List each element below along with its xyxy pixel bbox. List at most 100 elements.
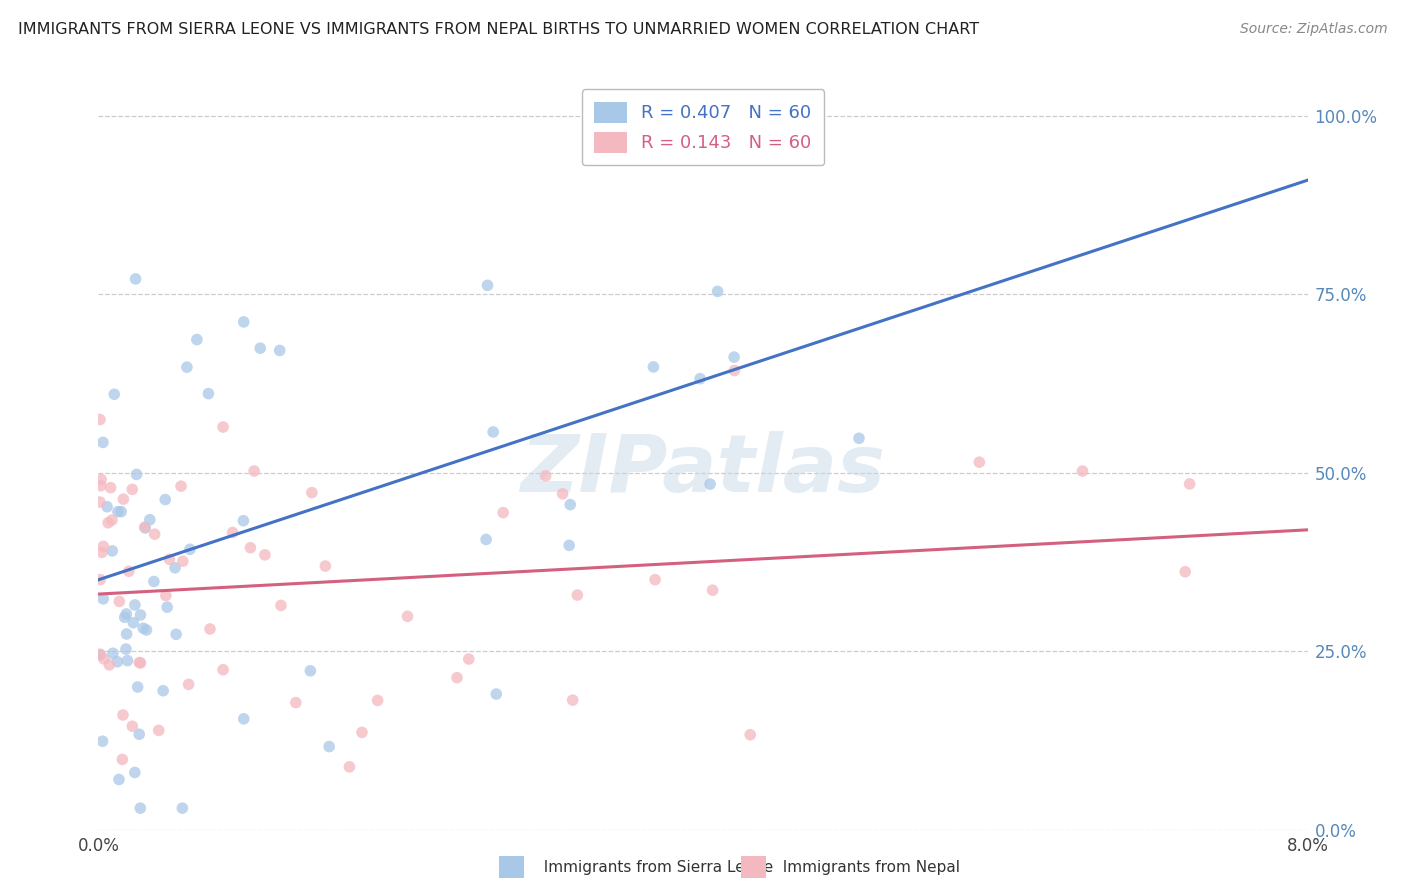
Point — [115, 607, 138, 621]
Point — [97, 516, 120, 530]
Point — [129, 656, 152, 670]
Point — [551, 487, 574, 501]
Point — [740, 728, 762, 742]
Point — [159, 552, 181, 566]
Point — [643, 359, 665, 374]
Point — [367, 693, 389, 707]
Point — [969, 455, 991, 469]
Point — [93, 540, 115, 554]
Point — [108, 772, 131, 787]
Point — [129, 801, 152, 815]
Point — [128, 656, 150, 670]
Point — [172, 554, 194, 568]
Point — [170, 479, 193, 493]
Point — [485, 687, 508, 701]
Point — [100, 481, 122, 495]
Point — [121, 719, 143, 733]
Point — [558, 538, 581, 552]
Point — [269, 343, 291, 358]
Point — [482, 425, 505, 439]
Point — [706, 285, 728, 299]
Point — [101, 513, 124, 527]
Point — [139, 513, 162, 527]
Point — [186, 333, 208, 347]
Point — [198, 622, 221, 636]
Point — [111, 708, 134, 723]
Text: Immigrants from Nepal: Immigrants from Nepal — [773, 860, 960, 874]
Point — [1174, 565, 1197, 579]
Point — [98, 657, 121, 672]
Point — [124, 272, 146, 286]
Point — [115, 642, 138, 657]
Point — [89, 573, 111, 587]
Point — [314, 559, 336, 574]
Point — [96, 500, 118, 514]
Point — [89, 648, 111, 662]
Point — [848, 431, 870, 445]
Point — [253, 548, 276, 562]
Point — [172, 801, 194, 815]
Point — [165, 561, 187, 575]
Point — [111, 752, 134, 766]
Point — [165, 627, 187, 641]
Point — [232, 514, 254, 528]
Point — [1071, 464, 1094, 478]
Point — [129, 607, 152, 622]
Text: Source: ZipAtlas.com: Source: ZipAtlas.com — [1240, 22, 1388, 37]
Point — [301, 485, 323, 500]
Point — [89, 647, 111, 661]
Point — [176, 360, 198, 375]
Point — [90, 545, 112, 559]
Point — [124, 598, 146, 612]
Point — [101, 646, 124, 660]
Point — [103, 387, 125, 401]
Point — [128, 727, 150, 741]
Point — [91, 734, 114, 748]
Point — [114, 610, 136, 624]
Point — [561, 693, 583, 707]
Point — [132, 621, 155, 635]
Point — [101, 544, 124, 558]
Point — [350, 725, 373, 739]
Point — [156, 600, 179, 615]
Point — [446, 671, 468, 685]
Point — [124, 765, 146, 780]
Point — [89, 412, 111, 426]
Point — [212, 420, 235, 434]
Text: IMMIGRANTS FROM SIERRA LEONE VS IMMIGRANTS FROM NEPAL BIRTHS TO UNMARRIED WOMEN : IMMIGRANTS FROM SIERRA LEONE VS IMMIGRAN… — [18, 22, 980, 37]
Point — [115, 627, 138, 641]
Point — [318, 739, 340, 754]
Point — [134, 521, 156, 535]
Point — [492, 506, 515, 520]
Point — [107, 505, 129, 519]
Point — [108, 594, 131, 608]
Point — [91, 591, 114, 606]
Point — [270, 599, 292, 613]
Point — [221, 525, 243, 540]
Point — [177, 677, 200, 691]
Point — [122, 615, 145, 630]
Point — [560, 498, 582, 512]
Point — [105, 655, 128, 669]
Point — [155, 589, 177, 603]
Point — [112, 492, 135, 507]
Point — [232, 315, 254, 329]
Point — [239, 541, 262, 555]
Point — [152, 683, 174, 698]
Point — [148, 723, 170, 738]
Point — [567, 588, 589, 602]
Point — [135, 623, 157, 637]
Point — [1178, 476, 1201, 491]
Point — [723, 363, 745, 377]
Point — [396, 609, 419, 624]
Point — [125, 467, 148, 482]
Point — [110, 505, 132, 519]
Point — [339, 760, 361, 774]
Point — [299, 664, 322, 678]
Point — [232, 712, 254, 726]
Point — [155, 492, 177, 507]
Point — [689, 372, 711, 386]
Point — [134, 520, 156, 534]
Point — [534, 468, 557, 483]
Point — [118, 564, 141, 578]
